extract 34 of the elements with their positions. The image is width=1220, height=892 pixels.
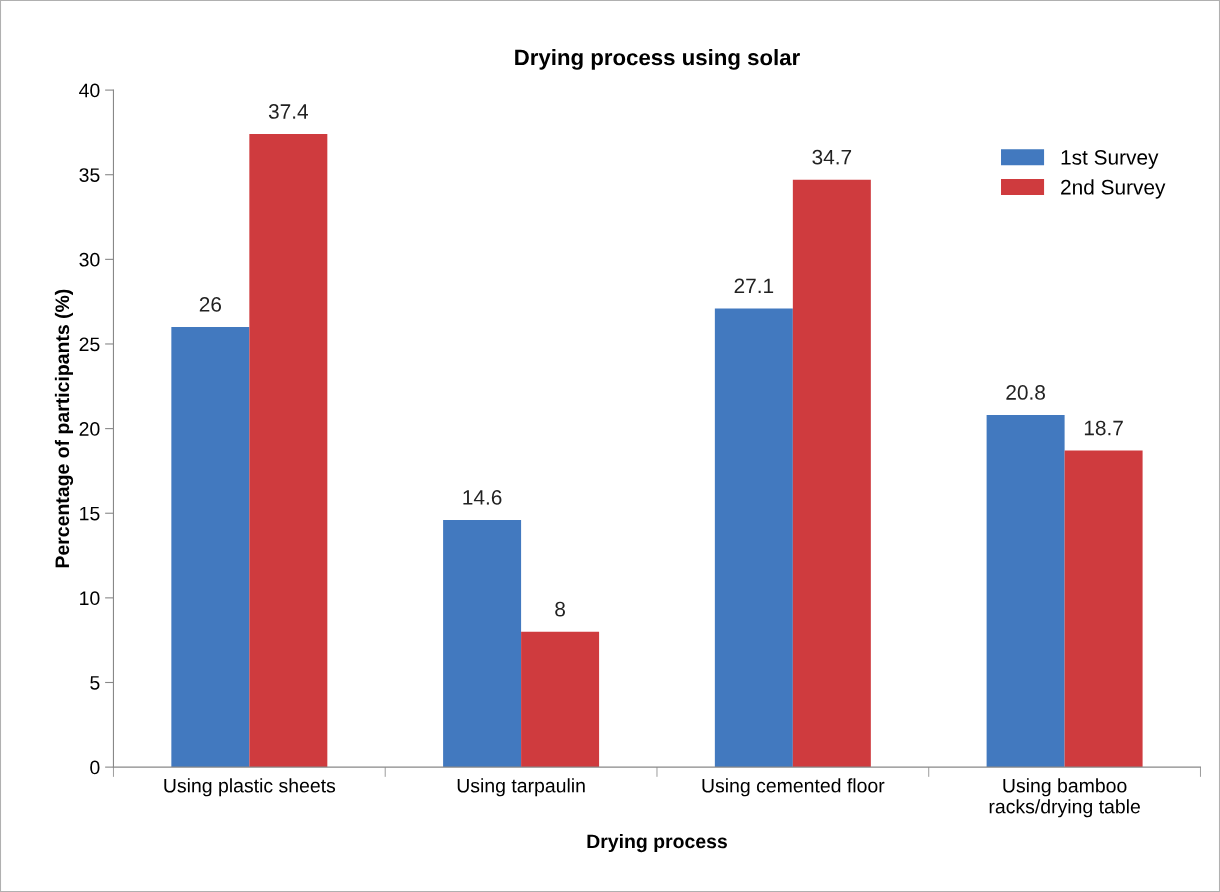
y-tick-label: 10 [80,591,100,606]
bar [714,308,793,768]
bar [171,327,250,768]
x-tick-label: Using tarpaulin [457,778,585,797]
y-tick-label: 5 [90,676,100,690]
x-tick-label: Using bamboo racks/drying table [989,778,1140,818]
x-axis-title: Drying process [587,833,727,853]
bar [249,134,328,768]
data-label: 14.6 [463,490,502,505]
y-tick-label: 30 [79,252,100,267]
data-label: 18.7 [1084,420,1123,436]
y-tick-label: 35 [79,168,100,182]
x-tick-label: Using cemented floor [702,778,885,797]
chart-title: Drying process using solar [515,48,800,70]
data-label: 37.4 [268,104,308,119]
data-label: 26 [199,297,222,312]
y-tick-label: 0 [90,760,100,775]
legend-label: 2nd Survey [1061,179,1166,199]
data-label: 34.7 [812,149,852,165]
y-tick-label: 20 [79,422,100,436]
bar [986,415,1065,768]
legend-label: 1st Survey [1061,150,1159,169]
data-label: 27.1 [734,278,774,293]
y-tick-label: 25 [79,337,100,352]
data-label: 20.8 [1006,385,1045,400]
bar [443,520,522,768]
y-axis-title: Percentage of participants (%) [54,289,74,568]
data-label: 8 [555,601,565,617]
y-tick-label: 40 [79,83,100,98]
x-tick-label: Using plastic sheets [164,778,336,797]
bar [521,631,600,768]
bar [792,179,871,768]
bar [1064,450,1143,768]
y-tick-label: 15 [80,506,100,521]
